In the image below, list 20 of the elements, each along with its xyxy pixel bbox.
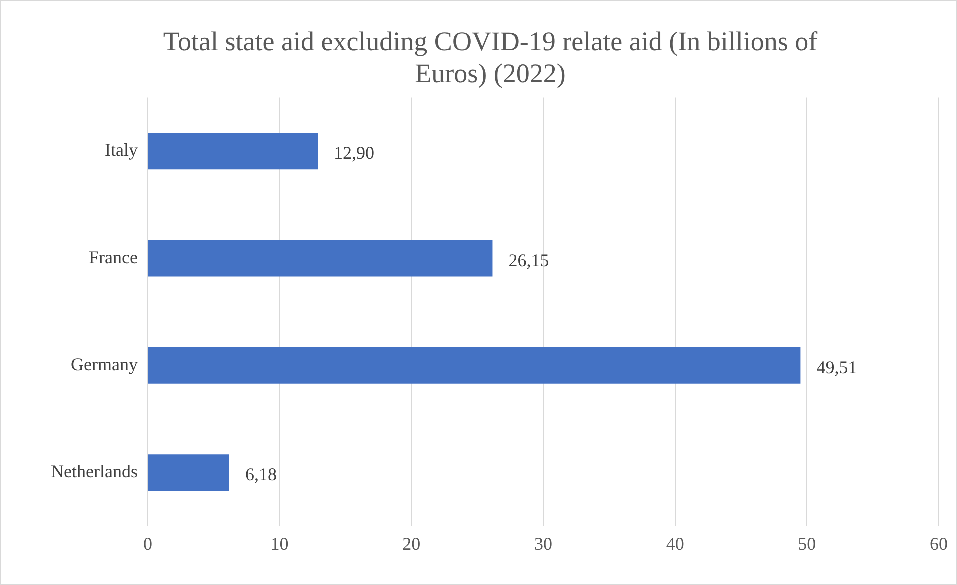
data-label: 26,15 — [508, 250, 550, 270]
x-tick-label: 0 — [143, 534, 152, 554]
x-tick-label: 60 — [930, 534, 948, 554]
y-tick-label: Germany — [70, 354, 138, 374]
data-label: 12,90 — [334, 143, 375, 164]
data-label: 49,51 — [816, 357, 858, 378]
x-tick-label: 40 — [666, 534, 684, 554]
x-tick-label: 50 — [798, 534, 816, 554]
bar — [148, 240, 493, 277]
bar — [148, 454, 230, 492]
chart-title: Total state aid excluding COVID-19 relate aid (In billions of Euros) (2022) — [163, 26, 818, 89]
data-label: 6,18 — [245, 464, 277, 485]
y-tick-label: Italy — [104, 140, 138, 160]
x-tick-label: 10 — [270, 534, 289, 554]
x-tick-label: 20 — [402, 534, 421, 554]
y-tick-label: Netherlands — [51, 462, 138, 482]
x-tick-label: 30 — [534, 534, 552, 554]
bar — [148, 347, 801, 384]
bar — [148, 133, 318, 170]
y-tick-label: France — [88, 247, 138, 268]
